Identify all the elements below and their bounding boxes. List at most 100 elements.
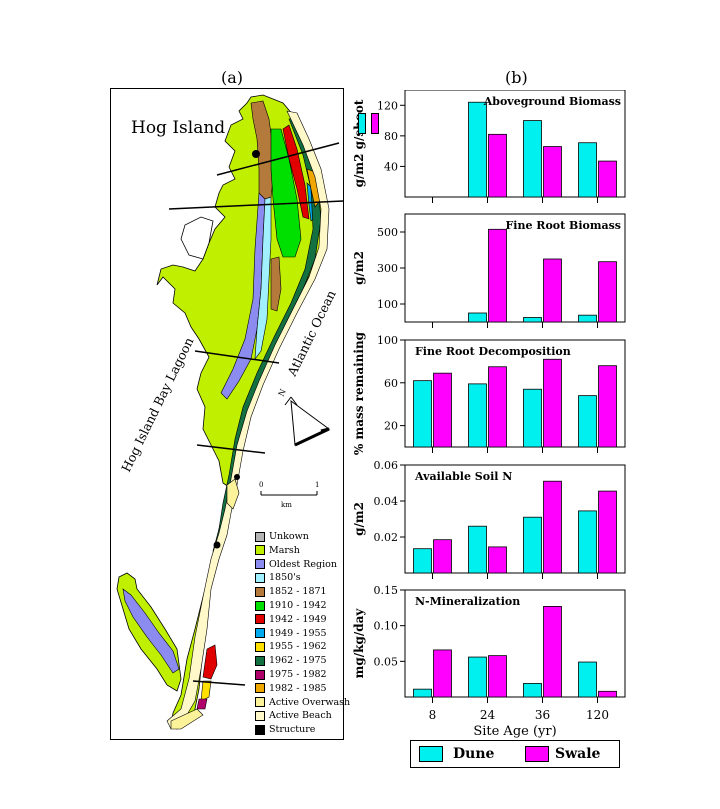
legend-label-dune: Dune <box>453 746 495 762</box>
y-tick-label: 100 <box>377 298 398 311</box>
map-scale-bar <box>260 491 318 496</box>
bar-dune <box>468 656 487 698</box>
map-legend-item: 1942 - 1949 <box>255 613 327 626</box>
chart-title: Aboveground Biomass <box>483 95 621 108</box>
map-legend-label: Marsh <box>269 544 300 556</box>
bar-swale <box>488 133 507 198</box>
map-legend-swatch <box>255 614 265 625</box>
map-transect-1 <box>216 142 340 176</box>
scale-one: 1 <box>315 481 319 489</box>
map-south-hook-1975 <box>196 698 208 710</box>
scale-unit: km <box>281 501 292 509</box>
map-1850s-strip <box>254 196 272 360</box>
bar-swale <box>488 655 507 698</box>
y-tick-label: 300 <box>377 262 398 275</box>
x-axis-label: Site Age (yr) <box>473 724 556 739</box>
map-legend-item: 1850's <box>255 571 301 584</box>
map-legend-swatch <box>255 572 265 583</box>
map-active-overwash <box>226 478 240 510</box>
map-structure-2 <box>234 474 240 480</box>
y-axis-label: mg/kg/day <box>352 608 366 679</box>
bar-swale <box>543 358 562 448</box>
map-legend-label: 1850's <box>269 572 301 584</box>
map-legend-label: 1910 - 1942 <box>269 600 327 611</box>
chart-title: Fine Root Biomass <box>505 219 621 232</box>
map-legend-swatch <box>255 710 265 721</box>
panel-label-b: (b) <box>505 68 528 87</box>
bar-swale <box>598 365 617 448</box>
y-tick-label: 80 <box>384 130 398 143</box>
top-key-swatch-swale <box>371 113 379 134</box>
map-legend-label: Oldest Region <box>269 558 337 570</box>
map-legend-swatch <box>255 683 265 694</box>
x-tick-label: 8 <box>429 708 437 722</box>
y-tick-label: 0.05 <box>374 655 399 668</box>
map-south-hook-1955 <box>200 680 212 702</box>
map-structure-3 <box>213 541 221 549</box>
y-tick-label: 0.04 <box>374 495 399 508</box>
y-axis-label: g/m2 <box>352 502 366 536</box>
bar-dune <box>468 312 487 323</box>
map-legend-swatch <box>255 655 265 666</box>
y-tick-label: 500 <box>377 226 398 239</box>
y-tick-label: 40 <box>384 160 398 173</box>
y-axis-label: g/m2 <box>352 251 366 285</box>
bar-dune <box>578 661 597 698</box>
map-1852-1871-inner <box>270 256 282 312</box>
map-legend-item: Oldest Region <box>255 558 337 571</box>
chart-title: N-Mineralization <box>415 595 520 608</box>
y-tick-label: 0.15 <box>374 584 399 597</box>
bar-swale <box>598 690 617 698</box>
bar-dune <box>468 101 487 198</box>
map-lagoon-label: Hog Island Bay Lagoon <box>118 335 196 474</box>
bar-swale <box>598 490 617 574</box>
map-legend-swatch <box>255 586 265 597</box>
bar-dune <box>523 388 542 448</box>
map-title: Hog Island <box>131 118 225 138</box>
bar-dune <box>578 314 597 323</box>
map-south-hook-beach <box>170 708 204 730</box>
bar-swale <box>488 228 507 323</box>
legend-swatch-dune <box>419 746 443 762</box>
bar-swale <box>598 261 617 323</box>
map-oldest-southwest <box>122 588 180 674</box>
bar-swale <box>433 649 452 698</box>
map-legend-item: Structure <box>255 723 315 736</box>
series-legend: Dune Swale <box>410 740 620 768</box>
map-legend-item: 1910 - 1942 <box>255 599 327 612</box>
map-lagoon-indent <box>180 216 214 260</box>
map-legend-label: 1949 - 1955 <box>269 627 327 639</box>
map-legend-label: 1955 - 1962 <box>269 641 327 653</box>
map-legend-swatch <box>255 697 265 708</box>
bar-swale <box>543 606 562 698</box>
map-legend-item: 1975 - 1982 <box>255 668 327 681</box>
chart-frame <box>404 589 626 698</box>
bar-dune <box>468 383 487 448</box>
chart-frame <box>404 464 626 574</box>
bar-swale <box>543 146 562 198</box>
map-legend-label: Structure <box>269 724 316 736</box>
bar-swale <box>598 160 617 198</box>
bar-swale <box>543 258 562 323</box>
hog-island-map: Hog Island Hog Island Bay Lagoon Atlanti… <box>116 94 344 730</box>
y-tick-label: 120 <box>377 99 398 112</box>
map-transect-5 <box>192 680 246 686</box>
bar-swale <box>433 372 452 448</box>
bar-dune <box>413 380 432 448</box>
map-1942-1949-strip <box>282 124 310 220</box>
map-legend-item: 1962 - 1975 <box>255 654 327 667</box>
map-legend-item: 1982 - 1985 <box>255 682 327 695</box>
map-legend-swatch <box>255 641 265 652</box>
bar-dune <box>523 317 542 323</box>
chart-frame <box>404 339 626 448</box>
map-legend-label: 1942 - 1949 <box>269 613 327 625</box>
map-legend-swatch <box>255 628 265 639</box>
bar-swale <box>433 539 452 574</box>
bar-dune <box>578 510 597 574</box>
map-legend-item: Marsh <box>255 544 300 557</box>
y-tick-label: 0.02 <box>374 531 399 544</box>
x-tick-label: 36 <box>535 708 550 722</box>
top-key-swatch-dune <box>358 113 366 134</box>
map-legend-item: Unkown <box>255 530 309 543</box>
